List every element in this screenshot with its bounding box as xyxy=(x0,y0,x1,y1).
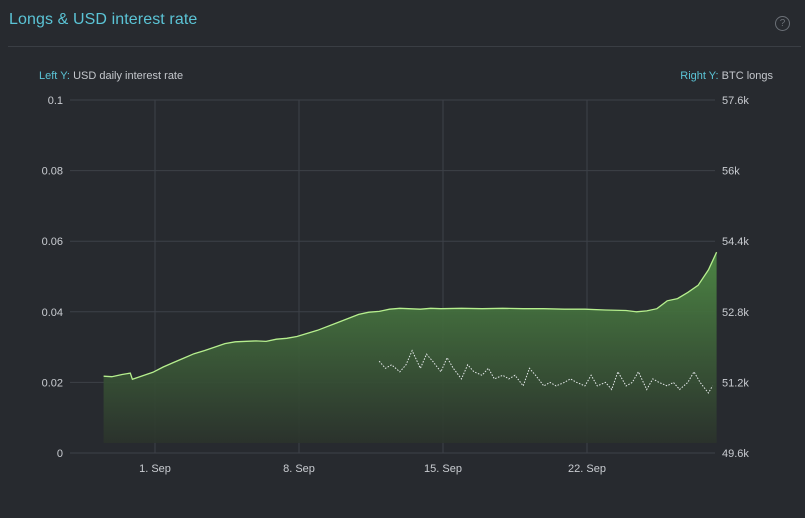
right-y-tick-label: 49.6k xyxy=(722,448,749,460)
header-divider xyxy=(8,46,801,47)
question-circle-icon[interactable]: ? xyxy=(775,16,790,31)
left-axis-label: USD daily interest rate xyxy=(73,70,184,82)
right-y-tick-label: 51.2k xyxy=(722,377,749,389)
series-layer xyxy=(103,251,718,443)
panel-header: Longs & USD interest rate ? xyxy=(0,0,805,46)
x-tick-label: 15. Sep xyxy=(424,463,462,475)
left-y-tick-label: 0.1 xyxy=(48,95,63,107)
usd-rate-line xyxy=(378,349,713,394)
right-axis-caption: Right Y: BTC longs xyxy=(680,70,773,82)
right-y-tick-label: 56k xyxy=(722,166,740,178)
x-tick-label: 8. Sep xyxy=(283,463,315,475)
left-axis-caption: Left Y: USD daily interest rate xyxy=(39,70,183,82)
left-axis-prefix: Left Y: xyxy=(39,70,70,82)
x-tick-label: 1. Sep xyxy=(139,463,171,475)
left-y-tick-label: 0.02 xyxy=(42,377,63,389)
left-y-tick-label: 0 xyxy=(57,448,63,460)
left-y-tick-label: 0.06 xyxy=(42,236,63,248)
left-y-tick-label: 0.04 xyxy=(42,307,63,319)
left-y-tick-label: 0.08 xyxy=(42,166,63,178)
right-axis-label: BTC longs xyxy=(721,70,773,82)
right-y-tick-label: 54.4k xyxy=(722,236,749,248)
right-axis-prefix: Right Y: xyxy=(680,70,719,82)
btc-longs-area xyxy=(103,252,717,443)
right-y-tick-label: 52.8k xyxy=(722,307,749,319)
panel-title: Longs & USD interest rate xyxy=(9,11,198,28)
tick-layer: 0 49.6k 0.02 51.2k 0.04 52.8k 0.06 54.4k 0.08 56k… xyxy=(42,95,750,475)
btc-longs-line xyxy=(103,251,718,381)
right-y-tick-label: 57.6k xyxy=(722,95,749,107)
x-tick-label: 22. Sep xyxy=(568,463,606,475)
